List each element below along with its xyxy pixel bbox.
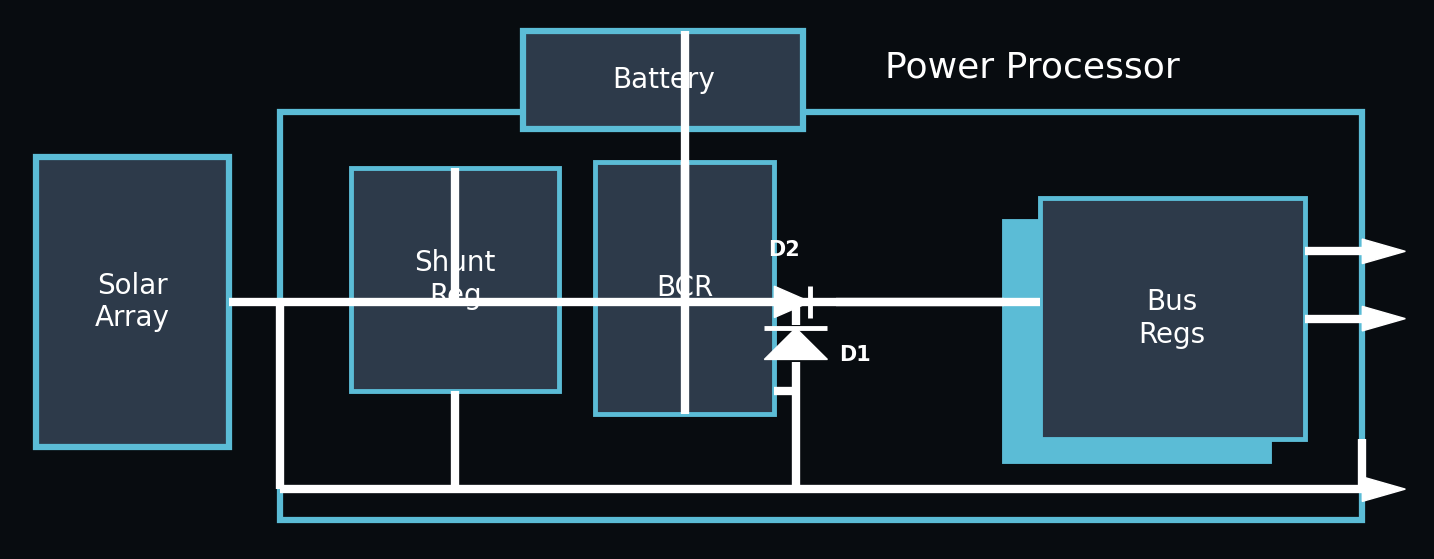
Bar	[1004, 221, 1269, 461]
Bar	[351, 168, 559, 391]
Text: Bus
Regs: Bus Regs	[1139, 288, 1206, 349]
Text: Power Processor: Power Processor	[885, 50, 1180, 84]
Polygon shape	[1362, 306, 1405, 331]
Text: D1: D1	[839, 345, 870, 365]
Polygon shape	[764, 328, 827, 359]
Text: Solar
Array: Solar Array	[95, 272, 171, 332]
Polygon shape	[1362, 239, 1405, 264]
Bar	[523, 31, 803, 129]
Polygon shape	[1362, 477, 1405, 501]
Text: Shunt
Reg: Shunt Reg	[414, 249, 496, 310]
Bar	[1040, 198, 1305, 439]
Polygon shape	[774, 286, 810, 318]
Text: Battery: Battery	[612, 65, 714, 94]
Bar	[280, 112, 1362, 520]
Text: BCR: BCR	[657, 274, 713, 302]
Bar	[36, 157, 229, 447]
Text: D2: D2	[769, 240, 800, 260]
Bar	[595, 162, 774, 414]
